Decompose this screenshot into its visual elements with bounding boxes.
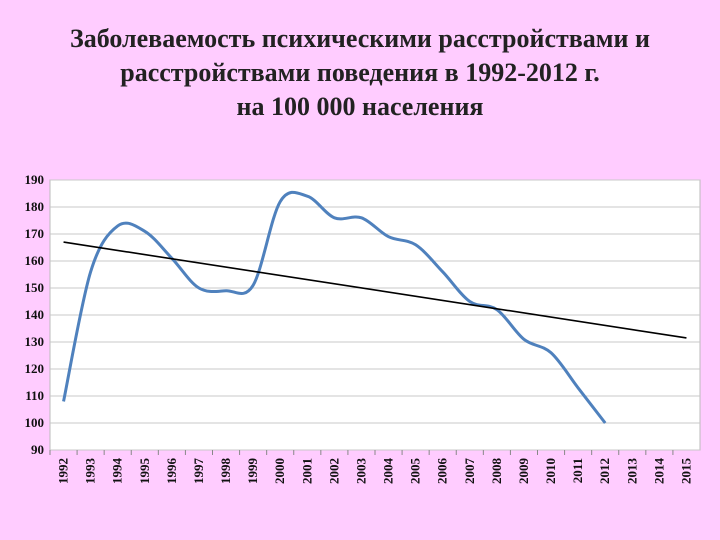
- y-tick-label: 130: [25, 334, 45, 349]
- title-line-2: расстройствами поведения в 1992-2012 г.: [120, 58, 600, 87]
- x-tick-label: 2011: [570, 458, 585, 483]
- y-tick-label: 180: [25, 199, 45, 214]
- trend-line: [63, 241, 687, 339]
- series-layer: [62, 190, 687, 424]
- x-tick-label: 1998: [218, 458, 233, 485]
- x-tick-label: 2006: [435, 458, 450, 485]
- y-tick-label: 170: [25, 226, 45, 241]
- x-tick-label: 1995: [137, 458, 152, 485]
- x-tick-label: 1992: [56, 458, 71, 484]
- title-line-3: на 100 000 населения: [236, 92, 484, 121]
- x-tick-label: 2010: [543, 458, 558, 484]
- y-tick-label: 120: [25, 361, 45, 376]
- x-tick-label: 2008: [489, 458, 504, 485]
- x-tick-label: 2013: [624, 458, 639, 485]
- x-tick-label: 2015: [678, 458, 693, 485]
- x-tick-label: 2007: [462, 458, 477, 485]
- y-tick-label: 190: [25, 172, 45, 187]
- slide-title: Заболеваемость психическими расстройства…: [0, 22, 720, 124]
- x-tick-label: 2012: [597, 458, 612, 484]
- x-tick-label: 2001: [299, 458, 314, 484]
- x-tick-label: 2003: [353, 458, 368, 485]
- x-tick-label: 2009: [516, 458, 531, 485]
- y-axis: 90 100 110 120 130 140 150 160 170 180 190: [25, 172, 45, 457]
- x-tick-label: 1999: [245, 458, 260, 485]
- x-tick-label: 1997: [191, 458, 206, 485]
- y-tick-label: 150: [25, 280, 45, 295]
- x-tick-label: 1994: [110, 458, 125, 485]
- incidence-series-line: [62, 190, 607, 424]
- y-tick-label: 160: [25, 253, 45, 268]
- y-tick-label: 110: [25, 388, 44, 403]
- title-line-1: Заболеваемость психическими расстройства…: [70, 24, 650, 53]
- x-tick-label: 1993: [83, 458, 98, 485]
- x-tick-label: 2000: [272, 458, 287, 484]
- x-tick-label: 1996: [164, 458, 179, 485]
- y-tick-label: 100: [25, 415, 45, 430]
- x-tick-label: 2004: [381, 458, 396, 485]
- x-tick-label: 2005: [408, 458, 423, 485]
- x-tick-label: 2014: [651, 458, 666, 485]
- x-axis: 1992 1993 1994 1995 1996 1997 1998 1999 2000 2001…: [49, 450, 693, 485]
- x-tick-label: 2002: [326, 458, 341, 484]
- y-tick-label: 140: [25, 307, 45, 322]
- y-tick-label: 90: [31, 442, 44, 457]
